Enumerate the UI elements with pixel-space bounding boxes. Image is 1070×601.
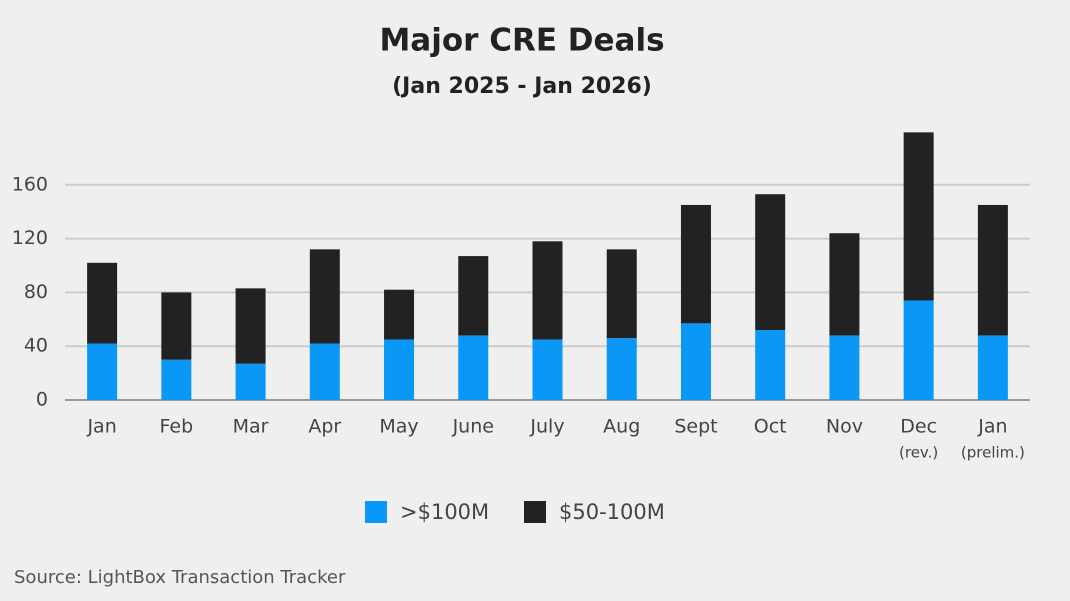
x-tick-label: Feb [160, 416, 194, 438]
x-tick-label: Dec [900, 416, 937, 438]
bar-segment [680, 204, 711, 324]
x-tick-label: Aug [603, 416, 640, 438]
bar-segment [532, 241, 563, 340]
bar-segment [161, 359, 192, 400]
legend-label: $50-100M [559, 500, 665, 524]
x-tick-note: (prelim.) [961, 444, 1025, 462]
x-tick-label: Apr [308, 416, 341, 438]
bar-segment [161, 292, 192, 360]
y-tick-label: 40 [24, 335, 48, 357]
bar-segment [235, 363, 266, 400]
bar-segment [87, 343, 118, 400]
x-tick-label: Jan [977, 416, 1007, 438]
bar-segment [458, 335, 489, 400]
bar-segment [680, 323, 711, 400]
bar-segment [309, 249, 340, 344]
bar-segment [755, 330, 786, 400]
x-tick-label: May [379, 416, 418, 438]
bar-segment [606, 338, 637, 400]
bar-segment [532, 339, 563, 400]
bar-segment [606, 249, 637, 339]
legend-label: >$100M [400, 500, 489, 524]
y-tick-label: 0 [36, 389, 48, 411]
x-tick-label: Mar [233, 416, 269, 438]
x-tick-label: Sept [674, 416, 717, 438]
bar-segment [384, 339, 415, 400]
y-tick-label: 160 [12, 173, 48, 195]
x-tick-label: Jan [86, 416, 116, 438]
bar-segment [829, 335, 860, 400]
bar-segment [87, 262, 118, 344]
y-tick-label: 80 [24, 281, 48, 303]
bar-segment [903, 300, 934, 400]
chart-subtitle: (Jan 2025 - Jan 2026) [392, 74, 652, 99]
x-tick-label: Oct [754, 416, 787, 438]
legend-swatch [365, 501, 387, 523]
y-tick-label: 120 [12, 227, 48, 249]
x-tick-note: (rev.) [899, 444, 938, 462]
bar-segment [903, 132, 934, 301]
x-tick-label: Nov [826, 416, 863, 438]
bar-segment [829, 233, 860, 336]
bar-segment [755, 194, 786, 331]
bar-segment [309, 343, 340, 400]
bar-segment [977, 335, 1008, 400]
source-note: Source: LightBox Transaction Tracker [14, 567, 346, 588]
legend-swatch [524, 501, 546, 523]
bar-segment [235, 288, 266, 364]
bar-segment [977, 204, 1008, 336]
chart-title: Major CRE Deals [379, 23, 664, 59]
bar-segment [458, 256, 489, 336]
x-tick-label: July [529, 416, 564, 438]
bar-segment [384, 289, 415, 340]
x-tick-label: June [452, 416, 494, 438]
